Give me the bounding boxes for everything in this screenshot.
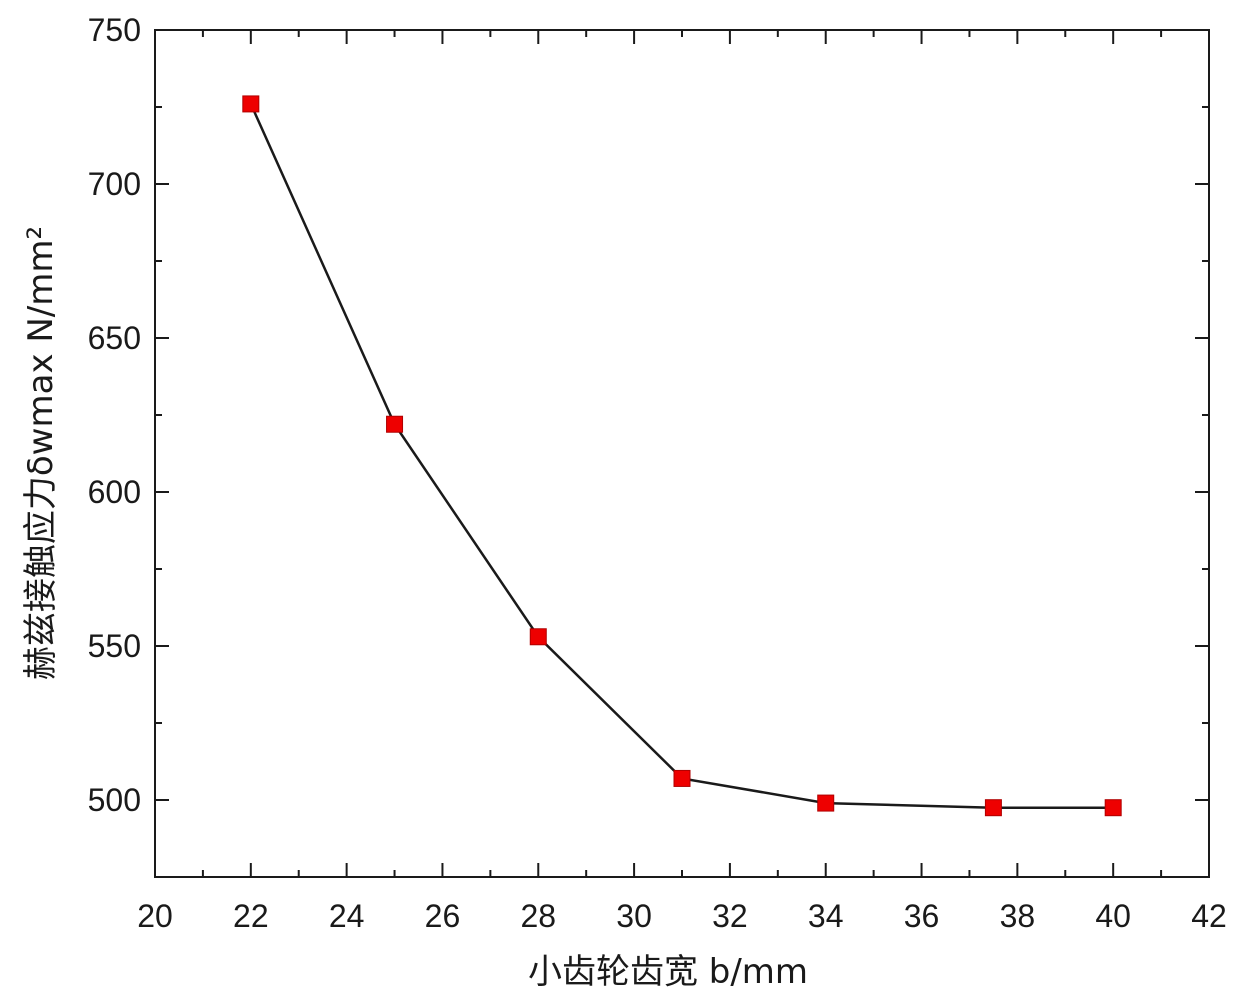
y-tick-label: 550	[88, 628, 141, 664]
series-line	[249, 103, 1114, 809]
x-tick-label: 24	[329, 898, 365, 934]
x-axis-title: 小齿轮齿宽 b/mm	[528, 952, 808, 992]
x-tick-label: 26	[425, 898, 461, 934]
data-point-marker	[1104, 799, 1122, 817]
x-tick-label: 42	[1191, 898, 1227, 934]
data-point-marker	[984, 799, 1002, 817]
x-tick-label: 40	[1095, 898, 1131, 934]
x-axis-tick-labels: 20 22 24 26 28 30 32 34 36 38 40 42	[137, 898, 1227, 934]
y-axis-ticks	[155, 29, 1209, 801]
data-point-marker	[817, 794, 835, 812]
x-tick-label: 38	[1000, 898, 1036, 934]
y-tick-label: 700	[88, 166, 141, 202]
y-tick-label: 650	[88, 320, 141, 356]
x-tick-label: 28	[520, 898, 556, 934]
y-axis-tick-labels: 500 550 600 650 700 750	[88, 12, 141, 818]
x-tick-label: 34	[808, 898, 844, 934]
x-axis-ticks	[154, 30, 1210, 877]
data-point-marker	[386, 415, 404, 433]
y-tick-label: 600	[88, 474, 141, 510]
data-point-marker	[242, 95, 260, 113]
y-axis-title: 赫兹接触应力δwmax N/mm²	[21, 226, 61, 680]
x-tick-label: 22	[233, 898, 269, 934]
plot-frame	[154, 29, 1210, 878]
x-tick-label: 20	[137, 898, 173, 934]
x-tick-label: 32	[712, 898, 748, 934]
data-point-marker	[673, 769, 691, 787]
series-markers	[242, 95, 1122, 817]
y-tick-label: 500	[88, 782, 141, 818]
data-point-marker	[529, 628, 547, 646]
x-tick-label: 36	[904, 898, 940, 934]
series-lines	[249, 103, 1114, 809]
y-tick-label: 750	[88, 12, 141, 48]
x-tick-label: 30	[616, 898, 652, 934]
